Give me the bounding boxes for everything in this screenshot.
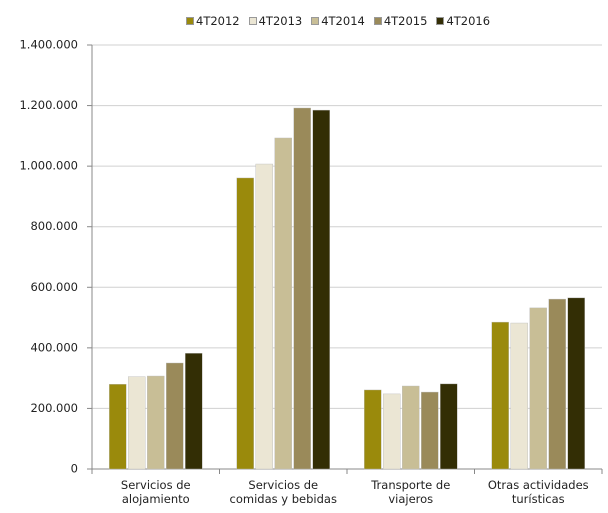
legend-swatch: [248, 17, 257, 25]
x-tick-label: Transporte de viajeros: [371, 478, 451, 506]
y-tick-label: 0: [71, 462, 78, 476]
bar: [491, 321, 509, 470]
bar: [440, 383, 458, 470]
y-tick-label: 1.200.000: [19, 98, 78, 112]
legend-label: 4T2013: [258, 14, 303, 28]
legend-label: 4T2015: [383, 14, 428, 28]
bar: [109, 384, 127, 470]
legend-item: 4T2013: [248, 14, 303, 28]
legend-item: 4T2014: [311, 14, 365, 28]
bar: [128, 376, 146, 470]
legend-label: 4T2016: [446, 14, 491, 28]
legend-item: 4T2012: [186, 14, 240, 28]
y-tick-label: 1.000.000: [19, 159, 78, 173]
bar: [529, 307, 547, 470]
x-tick-label: Otras actividades turísticas: [487, 478, 589, 506]
bar: [421, 391, 439, 470]
y-tick-label: 400.000: [30, 340, 78, 354]
y-tick-label: 800.000: [30, 219, 78, 233]
bar: [147, 375, 165, 470]
bar: [364, 389, 382, 470]
legend-item: 4T2016: [436, 14, 490, 28]
legend-swatch: [311, 17, 320, 25]
bar: [567, 297, 585, 470]
legend-item: 4T2015: [373, 14, 428, 28]
legend-label: 4T2012: [196, 14, 240, 28]
bar: [383, 393, 401, 470]
x-tick-label: Servicios de alojamiento: [120, 478, 191, 506]
legend-swatch: [436, 17, 445, 25]
y-tick-label: 600.000: [30, 280, 78, 294]
x-tick-label: Servicios de comidas y bebidas: [229, 478, 337, 506]
bar: [510, 322, 528, 470]
bar: [402, 385, 420, 470]
bar: [236, 177, 254, 470]
y-tick-label: 1.400.000: [19, 38, 78, 52]
bar: [293, 107, 311, 470]
bar: [255, 163, 273, 470]
legend: 4T2012 4T2013 4T2014 4T2015 4T2016: [186, 14, 490, 28]
bar: [166, 362, 184, 470]
bar: [548, 298, 566, 470]
bar: [312, 109, 330, 470]
bar: [274, 137, 292, 470]
legend-swatch: [373, 17, 382, 25]
legend-swatch: [186, 17, 194, 25]
legend-label: 4T2014: [321, 14, 365, 28]
bar: [185, 353, 203, 470]
y-tick-label: 200.000: [30, 401, 78, 415]
